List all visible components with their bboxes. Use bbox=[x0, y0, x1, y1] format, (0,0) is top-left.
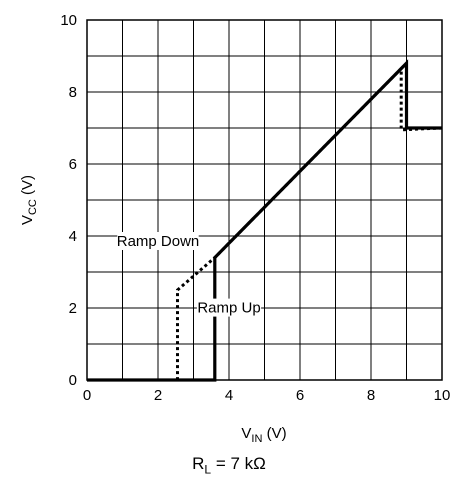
y-tick-label: 0 bbox=[69, 372, 77, 389]
y-axis-label-main: V bbox=[19, 215, 36, 225]
annotation-ramp-down: Ramp Down bbox=[117, 233, 200, 250]
annotation-bg-ramp-up bbox=[196, 298, 262, 317]
caption-main: R bbox=[192, 454, 205, 473]
y-tick-label: 2 bbox=[69, 300, 77, 317]
annotation-bg-ramp-down bbox=[117, 232, 199, 250]
x-tick-label: 6 bbox=[296, 387, 304, 404]
y-tick-label: 4 bbox=[69, 228, 77, 245]
plot-frame bbox=[86, 19, 443, 381]
x-axis-label-main: V bbox=[241, 425, 251, 442]
y-tick-label: 8 bbox=[69, 84, 77, 101]
x-axis-label-unit: (V) bbox=[262, 425, 286, 442]
y-tick-label: 10 bbox=[60, 12, 77, 29]
x-tick-label: 8 bbox=[367, 387, 375, 404]
caption-rest: = 7 kΩ bbox=[211, 454, 266, 473]
series-lines bbox=[87, 59, 443, 382]
y-axis-label-sub: CC bbox=[27, 199, 39, 215]
x-tick-label: 10 bbox=[434, 387, 451, 404]
y-axis-label: VCC (V) bbox=[19, 175, 39, 225]
grid bbox=[87, 20, 442, 380]
y-tick-label: 6 bbox=[69, 156, 77, 173]
x-tick-label: 2 bbox=[154, 387, 162, 404]
series-line-ramp-up bbox=[87, 59, 442, 382]
x-tick-label: 4 bbox=[225, 387, 233, 404]
x-axis-label: VIN (V) bbox=[241, 425, 286, 445]
annotation-ramp-up: Ramp Up bbox=[197, 300, 260, 317]
load-resistance-caption: RL = 7 kΩ bbox=[0, 454, 458, 476]
annotations: Ramp Down Ramp Up bbox=[117, 232, 262, 317]
x-tick-label: 0 bbox=[83, 387, 91, 404]
tick-labels: 0 2 4 6 8 10 0 2 4 6 8 10 bbox=[60, 12, 450, 404]
caption-sub: L bbox=[204, 462, 212, 477]
y-axis-label-unit: (V) bbox=[19, 175, 36, 199]
x-axis-label-sub: IN bbox=[251, 433, 262, 445]
